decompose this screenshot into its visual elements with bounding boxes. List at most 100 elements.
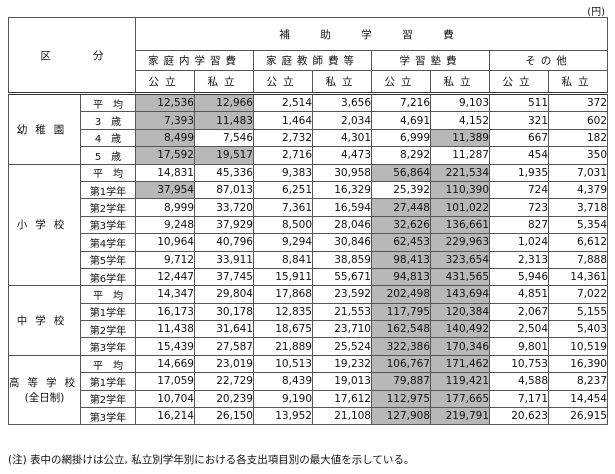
value-cell: 6,612 [548, 233, 608, 252]
value-cell: 23,592 [312, 285, 372, 304]
value-cell: 431,565 [430, 267, 490, 287]
value-cell: 112,975 [371, 389, 431, 409]
sub-header: 公立 [135, 70, 195, 95]
value-cell: 18,675 [253, 320, 313, 339]
expense-table: 区 分 補 助 学 習 費 家庭内学習費 家庭教師費等 学習塾費 その他 公立 私立 公立… [8, 17, 608, 426]
section-name: 中学校 [16, 315, 73, 328]
sub-header: 私立 [312, 70, 372, 95]
table-row: 第5学年 9,712 33,911 8,841 38,859 98,413 323,654 2… [9, 250, 608, 269]
division-header: 区 分 [8, 17, 136, 95]
value-cell: 8,999 [135, 198, 195, 217]
value-cell: 170,346 [430, 337, 490, 356]
value-cell: 19,517 [194, 146, 254, 165]
value-cell: 17,059 [135, 372, 195, 391]
value-cell: 229,963 [430, 233, 490, 252]
value-cell: 23,019 [194, 354, 254, 374]
main-header: 補 助 学 習 費 [135, 17, 608, 51]
value-cell: 1,024 [489, 233, 549, 252]
value-cell: 30,958 [312, 163, 372, 182]
value-cell: 21,108 [312, 407, 372, 426]
value-cell: 21,889 [253, 337, 313, 356]
value-cell: 37,954 [135, 180, 195, 200]
value-cell: 2,732 [253, 128, 313, 148]
value-cell: 602 [548, 111, 608, 130]
value-cell: 33,911 [194, 250, 254, 269]
value-cell: 5,946 [489, 267, 549, 287]
note: (注) 表中の網掛けは公立, 私立別学年別における各支出項目別の最大値を示してい… [8, 454, 415, 466]
table-row: 第4学年 10,964 40,796 9,294 30,846 62,453 229,963… [9, 233, 608, 252]
row-label: 平 均 [80, 285, 136, 304]
value-cell: 7,393 [135, 111, 195, 130]
value-cell: 350 [548, 146, 608, 165]
value-cell: 7,216 [371, 92, 431, 113]
section-cell: 小学校 [8, 163, 81, 287]
sub-header: 私立 [194, 70, 254, 95]
table-row: 3 歳 7,393 11,483 1,464 2,034 4,691 4,152 321 602 [9, 111, 608, 130]
value-cell: 162,548 [371, 320, 431, 339]
sub-header: 私立 [548, 70, 608, 95]
value-cell: 32,626 [371, 215, 431, 235]
value-cell: 323,654 [430, 250, 490, 269]
value-cell: 25,392 [371, 180, 431, 200]
section-cell: 幼稚園 [8, 93, 81, 165]
group-header: 家庭教師費等 [253, 50, 372, 71]
value-cell: 4,851 [489, 285, 549, 304]
row-label: 平 均 [80, 163, 136, 182]
value-cell: 2,034 [312, 111, 372, 130]
row-label: 第2学年 [80, 320, 136, 339]
value-cell: 8,237 [548, 372, 608, 391]
value-cell: 37,745 [194, 267, 254, 287]
value-cell: 28,046 [312, 215, 372, 235]
value-cell: 322,386 [371, 337, 431, 356]
unit: (円) [587, 7, 605, 18]
value-cell: 55,671 [312, 267, 372, 287]
value-cell: 7,022 [548, 285, 608, 304]
table-row: 小学校 平 均 14,831 45,336 9,383 30,958 56,864 221,5… [8, 163, 608, 287]
row-label: 3 歳 [80, 111, 136, 130]
row-label: 第1学年 [80, 180, 136, 200]
value-cell: 120,384 [430, 302, 490, 322]
value-cell: 9,103 [430, 92, 490, 113]
value-cell: 4,473 [312, 146, 372, 165]
value-cell: 12,536 [135, 92, 195, 113]
value-cell: 11,483 [194, 111, 254, 130]
value-cell: 9,801 [489, 337, 549, 356]
value-cell: 62,453 [371, 233, 431, 252]
value-cell: 31,641 [194, 320, 254, 339]
value-cell: 10,519 [548, 337, 608, 356]
value-cell: 11,389 [430, 128, 490, 148]
table-row: 5 歳 17,592 19,517 2,716 4,473 8,292 11,287 454 3… [9, 146, 608, 165]
value-cell: 321 [489, 111, 549, 130]
value-cell: 5,155 [548, 302, 608, 322]
value-cell: 14,454 [548, 389, 608, 409]
value-cell: 27,448 [371, 198, 431, 217]
value-cell: 30,178 [194, 302, 254, 322]
table-body: 幼稚園平 均 12,536 12,966 2,514 3,656 7,216 9,103 51… [8, 92, 608, 426]
row-label: 第1学年 [80, 302, 136, 322]
value-cell: 106,767 [371, 354, 431, 374]
value-cell: 17,612 [312, 389, 372, 409]
row-label: 第2学年 [80, 389, 136, 409]
sub-header: 公立 [371, 70, 431, 95]
row-label: 平 均 [80, 92, 136, 113]
value-cell: 12,966 [194, 92, 254, 113]
value-cell: 7,171 [489, 389, 549, 409]
value-cell: 56,864 [371, 163, 431, 182]
value-cell: 14,361 [548, 267, 608, 287]
table-row: 第1学年 37,954 87,013 6,251 16,329 25,392 110,390… [9, 180, 608, 200]
value-cell: 2,504 [489, 320, 549, 339]
value-cell: 23,710 [312, 320, 372, 339]
row-label: 平 均 [80, 354, 136, 374]
value-cell: 40,796 [194, 233, 254, 252]
value-cell: 127,908 [371, 407, 431, 426]
row-label: 第1学年 [80, 372, 136, 391]
value-cell: 9,294 [253, 233, 313, 252]
value-cell: 1,464 [253, 111, 313, 130]
row-label: 第5学年 [80, 250, 136, 269]
value-cell: 12,835 [253, 302, 313, 322]
value-cell: 110,390 [430, 180, 490, 200]
value-cell: 17,868 [253, 285, 313, 304]
table-row: 第3学年 9,248 37,929 8,500 28,046 32,626 136,661 8… [9, 215, 608, 235]
value-cell: 33,720 [194, 198, 254, 217]
